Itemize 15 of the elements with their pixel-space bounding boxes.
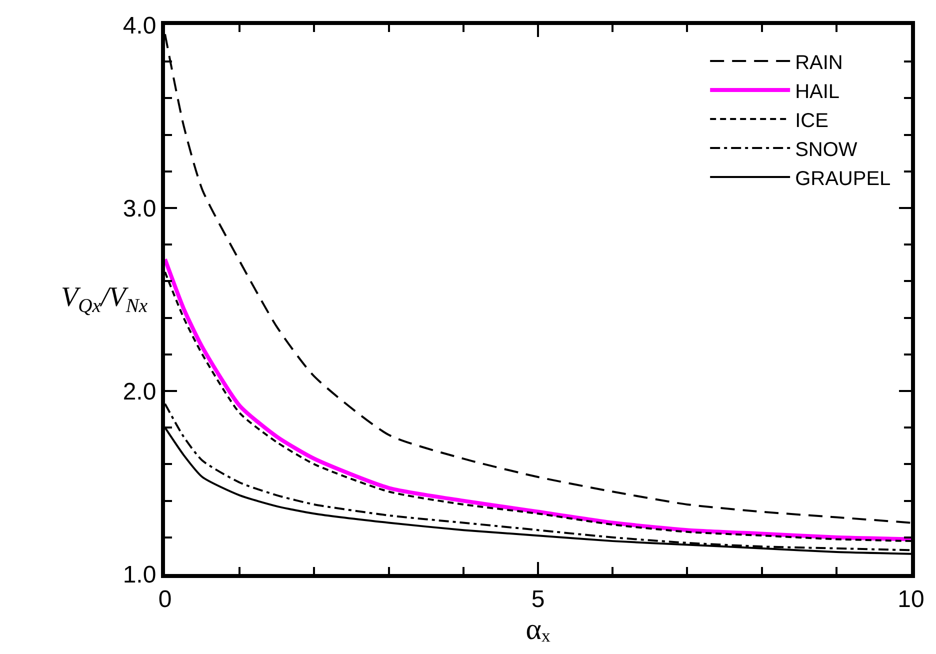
y-axis-title: V$_{Qx}$/V$_{Nx}$ <box>61 282 148 317</box>
legend-label: HAIL <box>795 80 840 103</box>
legend-label: RAIN <box>795 52 843 74</box>
y-tick-label: 3.0 <box>122 195 156 222</box>
x-tick-label: 0 <box>158 586 172 613</box>
legend-label: ICE <box>795 110 828 132</box>
x-axis-title: αₓ <box>526 612 551 646</box>
x-tick-label: 5 <box>531 586 545 613</box>
y-tick-label: 1.0 <box>122 561 156 588</box>
legend-label: SNOW <box>795 138 858 161</box>
y-tick-label: 2.0 <box>122 378 156 406</box>
line-series <box>165 402 911 552</box>
y-tick-label: 4.0 <box>122 12 156 40</box>
legend-label: GRAUPEL <box>795 168 891 190</box>
x-tick-label: 10 <box>898 586 924 613</box>
